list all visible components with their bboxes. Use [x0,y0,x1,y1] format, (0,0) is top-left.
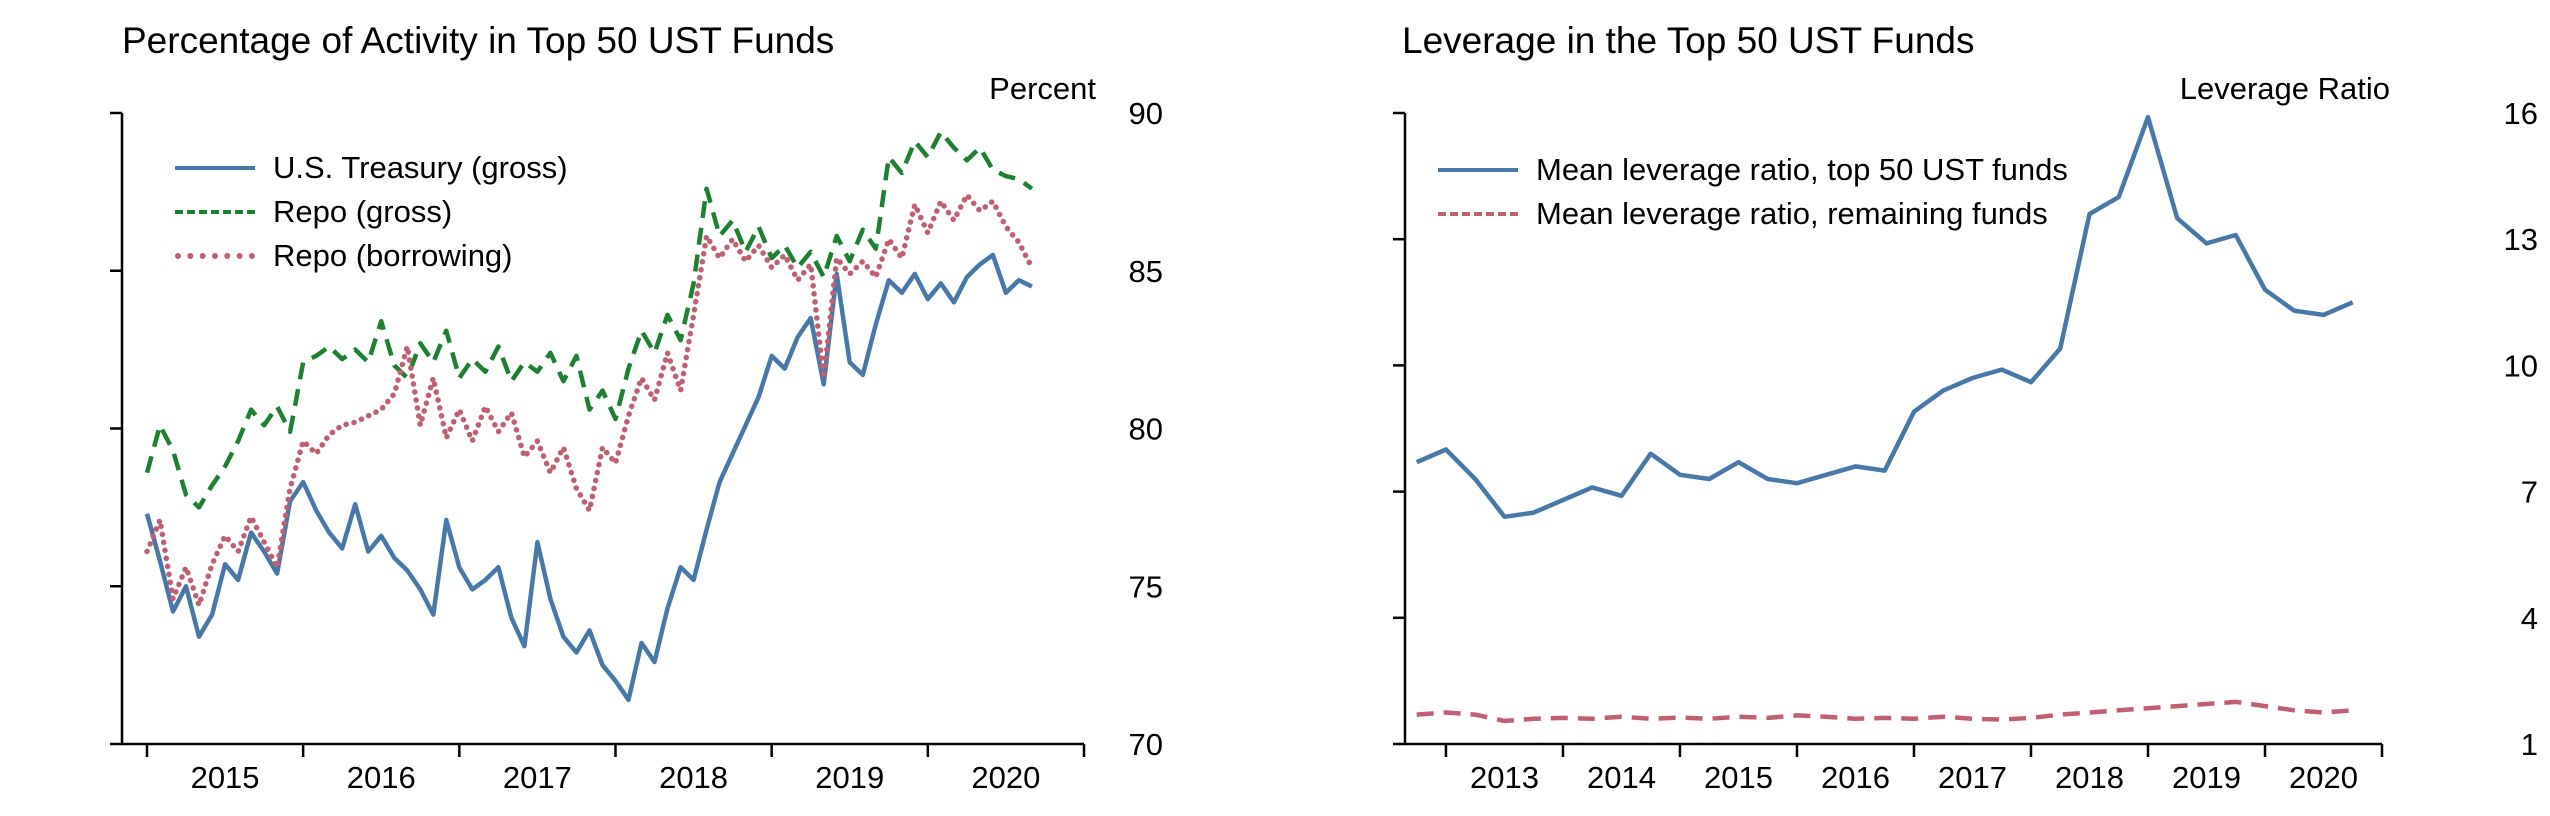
series-line [1416,699,2353,724]
legend-item-repo-borrowing: Repo (borrowing) [175,234,568,278]
x-tick-label: 2018 [2055,760,2124,795]
axis-unit-label: Leverage Ratio [2180,71,2390,106]
y-tick-label: 85 [1129,254,1163,289]
chart-title-activity: Percentage of Activity in Top 50 UST Fun… [122,20,835,61]
x-tick-label: 2014 [1587,760,1656,795]
legend-activity: U.S. Treasury (gross) Repo (gross) Repo … [175,146,568,278]
y-tick-label: 90 [1129,96,1163,131]
y-tick-label: 80 [1129,412,1163,447]
x-tick-label: 2017 [503,760,572,795]
x-tick-label: 2016 [1821,760,1890,795]
repo-gross-line-sample [175,210,255,214]
x-tick-label: 2015 [1704,760,1773,795]
y-tick-label: 13 [2504,222,2538,257]
series-line [144,252,1033,703]
legend-leverage: Mean leverage ratio, top 50 UST funds Me… [1438,148,2068,236]
activity-top50-plot: 70 75 80 85 90 2015 2016 2017 2018 2019 2020 Percen… [110,71,1163,795]
y-tick-label: 16 [2504,96,2538,131]
legend-label-repo-borrowing: Repo (borrowing) [273,238,513,273]
repo-borrowing-line-sample [175,253,255,259]
axis-unit-label: Percent [989,71,1096,106]
y-tick-label: 10 [2504,348,2538,383]
x-tick-label: 2016 [347,760,416,795]
x-tick-label: 2019 [815,760,884,795]
series-line [1415,114,2354,520]
mean-leverage-remaining-line-sample [1438,212,1518,216]
x-tick-label: 2020 [2289,760,2358,795]
legend-item-mean-leverage-remaining: Mean leverage ratio, remaining funds [1438,192,2068,236]
series-line [144,192,1035,608]
series-line [144,129,1034,510]
x-tick-label: 2015 [191,760,260,795]
chart-title-leverage: Leverage in the Top 50 UST Funds [1402,20,1975,61]
legend-label-repo-gross: Repo (gross) [273,194,453,229]
x-tick-label: 2019 [2172,760,2241,795]
x-tick-label: 2018 [659,760,728,795]
y-tick-label: 75 [1129,569,1163,604]
mean-leverage-top50-line-sample [1438,168,1518,172]
legend-label-mean-leverage-top50: Mean leverage ratio, top 50 UST funds [1536,152,2068,187]
legend-item-repo-gross: Repo (gross) [175,190,568,234]
y-tick-label: 4 [2521,601,2538,636]
x-tick-label: 2017 [1938,760,2007,795]
y-tick-label: 1 [2521,727,2538,762]
x-tick-label: 2020 [971,760,1040,795]
ust-gross-line-sample [175,166,255,170]
y-tick-label: 7 [2521,475,2538,510]
leverage-top50-plot: 1 4 7 10 13 16 2013 2014 2015 2016 2017 2018 2019 202… [1393,71,2538,795]
y-tick-label: 70 [1129,727,1163,762]
legend-label-mean-leverage-remaining: Mean leverage ratio, remaining funds [1536,196,2048,231]
legend-item-ust-gross: U.S. Treasury (gross) [175,146,568,190]
x-tick-label: 2013 [1470,760,1539,795]
legend-label-ust-gross: U.S. Treasury (gross) [273,150,568,185]
legend-item-mean-leverage-top50: Mean leverage ratio, top 50 UST funds [1438,148,2068,192]
